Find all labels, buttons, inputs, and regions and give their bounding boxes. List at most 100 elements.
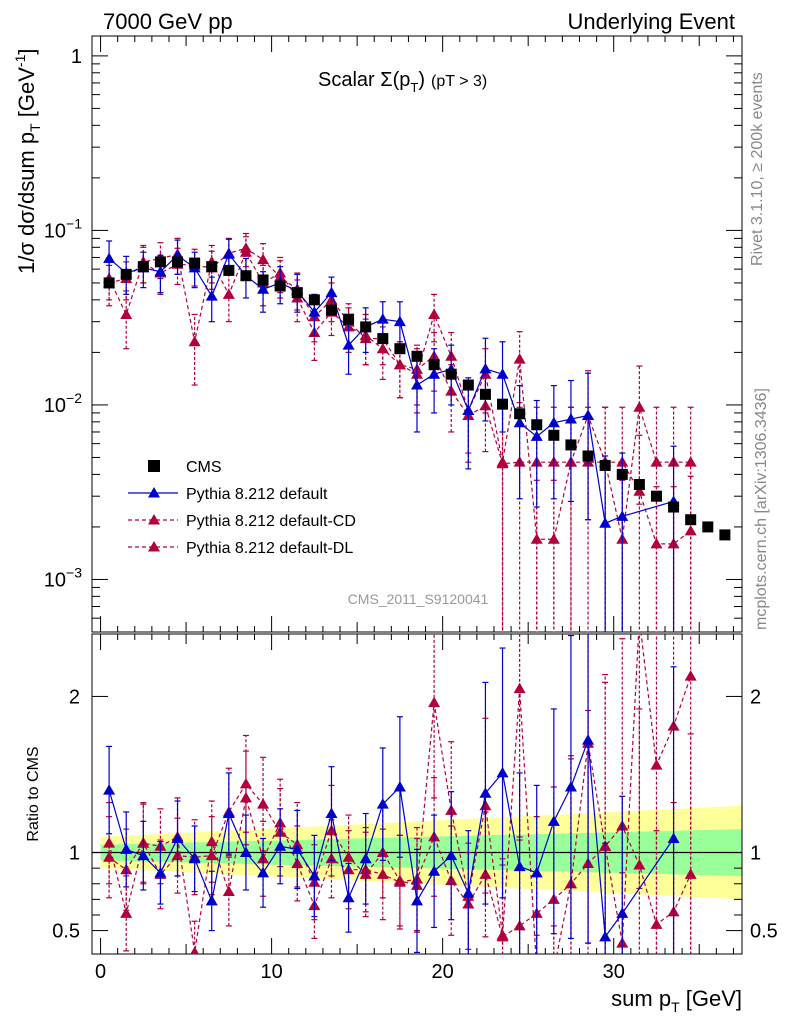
ratio-pythia-default-marker xyxy=(171,832,184,843)
ratio-pythia-default-cd-marker xyxy=(190,946,199,954)
cms-marker xyxy=(343,313,355,325)
ratio-pythia-default-marker xyxy=(530,866,543,878)
ratio-pythia-default-marker xyxy=(599,930,612,942)
cms-marker xyxy=(325,304,337,316)
ratio-pythia-default-marker xyxy=(462,887,475,898)
header-left-label: 7000 GeV pp xyxy=(103,9,233,34)
cms-marker xyxy=(120,268,132,280)
pythia-default-marker xyxy=(616,510,629,521)
pythia-default-marker xyxy=(393,315,406,327)
ratio-y-tick-label: 2 xyxy=(69,686,80,708)
ratio-pythia-default-marker xyxy=(359,852,372,864)
cms-marker xyxy=(240,270,252,282)
ratio-pythia-default-dl-marker xyxy=(513,682,526,694)
ratio-pythia-default-cd-marker xyxy=(684,868,697,879)
main-y-tick-label: 10−1 xyxy=(44,215,82,242)
pythia-default-cd-marker xyxy=(376,342,389,354)
pythia-default-marker xyxy=(479,362,492,374)
pythia-default-dl-marker xyxy=(428,308,441,319)
rivet-version-label: Rivet 3.1.10, ≥ 200k events xyxy=(749,72,766,266)
main-plot-title: Scalar Σ(pT) (pT > 3) xyxy=(318,69,487,95)
pythia-default-cd-marker xyxy=(650,537,663,549)
ratio-pythia-default-marker xyxy=(496,766,509,778)
ratio-pythia-default-dl-marker xyxy=(684,670,697,681)
ratio-pythia-default-cd-marker xyxy=(103,837,116,848)
ratio-pythia-default-cd-marker xyxy=(376,868,389,879)
pythia-default-marker xyxy=(103,252,116,264)
pythia-default-marker xyxy=(582,409,595,420)
x-tick-label: 10 xyxy=(260,961,282,983)
ratio-pythia-default-dl-marker xyxy=(257,798,270,809)
ratio-pythia-default-marker xyxy=(564,780,577,792)
legend: CMS Pythia 8.212 default Pythia 8.212 defa… xyxy=(128,459,356,557)
pythia-default-cd-marker xyxy=(222,288,235,299)
mcplots-label: mcplots.cern.ch [arXiv:1306.3436] xyxy=(753,388,770,630)
ratio-pythia-default-cd-marker xyxy=(205,835,218,847)
ratio-pythia-default-cd-marker xyxy=(239,791,252,803)
ratio-pythia-default-marker xyxy=(325,807,338,819)
cms-marker xyxy=(308,294,320,306)
cms-marker xyxy=(702,521,714,533)
main-x-axis-ticks xyxy=(100,36,734,632)
cms-marker xyxy=(189,257,201,269)
pythia-default-cd-marker xyxy=(496,457,509,469)
pythia-default-dl-line xyxy=(108,247,691,540)
ratio-y-tick-label-right: 2 xyxy=(750,686,761,708)
ratio-pythia-default-marker xyxy=(222,807,235,819)
ratio-pythia-default-cd-line xyxy=(108,797,692,953)
ratio-plot-frame xyxy=(91,633,743,955)
cms-marker xyxy=(360,321,372,333)
pythia-default-marker xyxy=(205,290,218,301)
x-tick-label: 20 xyxy=(432,961,454,983)
ratio-pythia-default-marker xyxy=(393,780,406,792)
legend-marker xyxy=(148,460,160,472)
pythia-default-marker xyxy=(547,416,560,428)
ratio-pythia-default-marker xyxy=(120,843,133,854)
cms-marker xyxy=(274,280,286,292)
cms-marker xyxy=(291,287,303,299)
cms-marker xyxy=(137,261,149,273)
cms-marker xyxy=(616,468,628,480)
pythia-default-dl-marker xyxy=(650,456,663,467)
main-y-tick-label: 10−3 xyxy=(44,564,82,591)
pythia-default-dl-marker xyxy=(513,353,526,364)
cms-marker xyxy=(719,529,731,541)
cms-marker xyxy=(599,459,611,471)
cms-marker xyxy=(223,264,235,276)
ratio-pythia-default-marker xyxy=(291,843,304,854)
ratio-x-axis: 0 10 20 30 xyxy=(95,634,734,983)
main-y-tick-label: 10−2 xyxy=(44,390,82,417)
cms-marker xyxy=(445,368,457,380)
legend-item: Pythia 8.212 default-CD xyxy=(128,513,356,530)
main-plot-frame xyxy=(91,35,743,633)
ratio-pythia-default-marker xyxy=(445,849,458,861)
ratio-pythia-default-dl-marker xyxy=(650,759,663,770)
ratio-pythia-default-marker xyxy=(257,866,270,878)
ratio-pythia-default-line xyxy=(108,739,675,939)
cms-marker xyxy=(479,388,491,400)
legend-label: Pythia 8.212 default xyxy=(186,486,328,503)
ratio-pythia-default-series xyxy=(103,634,680,954)
ratio-y-tick-label: 0.5 xyxy=(52,921,80,943)
cms-marker xyxy=(668,501,680,513)
cms-marker xyxy=(531,419,543,431)
ratio-pythia-default-marker xyxy=(616,907,629,918)
ratio-y-tick-label-right: 0.5 xyxy=(750,921,778,943)
legend-marker xyxy=(148,514,160,525)
ratio-y-axis: 0.5 0.5 1 1 2 2 xyxy=(52,686,778,942)
pythia-default-cd-marker xyxy=(393,358,406,370)
ratio-y-tick-label: 1 xyxy=(69,843,80,865)
pythia-default-marker xyxy=(462,404,475,415)
pythia-default-marker xyxy=(599,517,612,528)
legend-item: Pythia 8.212 default xyxy=(128,486,328,503)
ratio-pythia-default-cd-series xyxy=(103,638,697,954)
cms-marker xyxy=(154,256,166,268)
pythia-default-marker xyxy=(325,286,338,298)
pythia-default-marker xyxy=(257,283,270,294)
ratio-pythia-default-marker xyxy=(342,891,355,903)
ratio-pythia-default-marker xyxy=(428,865,441,876)
pythia-default-marker xyxy=(342,339,355,350)
pythia-default-cd-line xyxy=(108,250,692,545)
ratio-pythia-default-marker xyxy=(513,860,526,872)
ratio-pythia-default-cd-marker xyxy=(650,918,663,929)
